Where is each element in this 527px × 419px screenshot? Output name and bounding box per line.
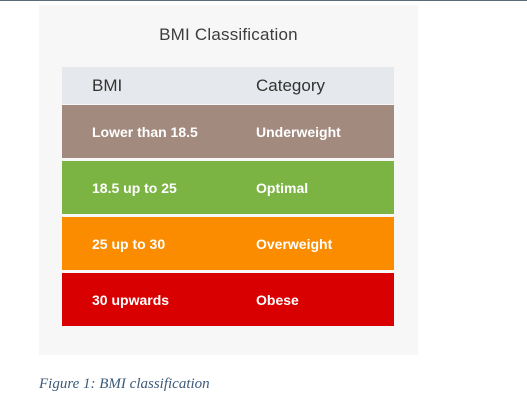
header-bmi: BMI	[92, 75, 123, 95]
table-row-obese: 30 upwards Obese	[62, 273, 394, 326]
bmi-range: Lower than 18.5	[92, 123, 198, 140]
bmi-range: 25 up to 30	[92, 235, 166, 252]
bmi-range: 18.5 up to 25	[92, 179, 177, 196]
top-divider	[0, 0, 527, 1]
table-header: BMI Category	[62, 67, 394, 104]
table-row-optimal: 18.5 up to 25 Optimal	[62, 161, 394, 214]
table-row-underweight: Lower than 18.5 Underweight	[62, 105, 394, 158]
header-category: Category	[256, 75, 325, 95]
bmi-category: Obese	[256, 291, 299, 308]
figure-title: BMI Classification	[159, 25, 298, 44]
bmi-category: Overweight	[256, 235, 333, 252]
bmi-category: Optimal	[256, 179, 309, 196]
bmi-table: BMI Category Lower than 18.5 Underweight…	[62, 67, 394, 326]
table-row-overweight: 25 up to 30 Overweight	[62, 217, 394, 270]
bmi-range: 30 upwards	[92, 291, 170, 308]
bmi-figure: BMI Classification BMI Category Lower th…	[39, 5, 418, 355]
bmi-category: Underweight	[256, 123, 341, 140]
figure-caption: Figure 1: BMI classification	[39, 376, 210, 392]
